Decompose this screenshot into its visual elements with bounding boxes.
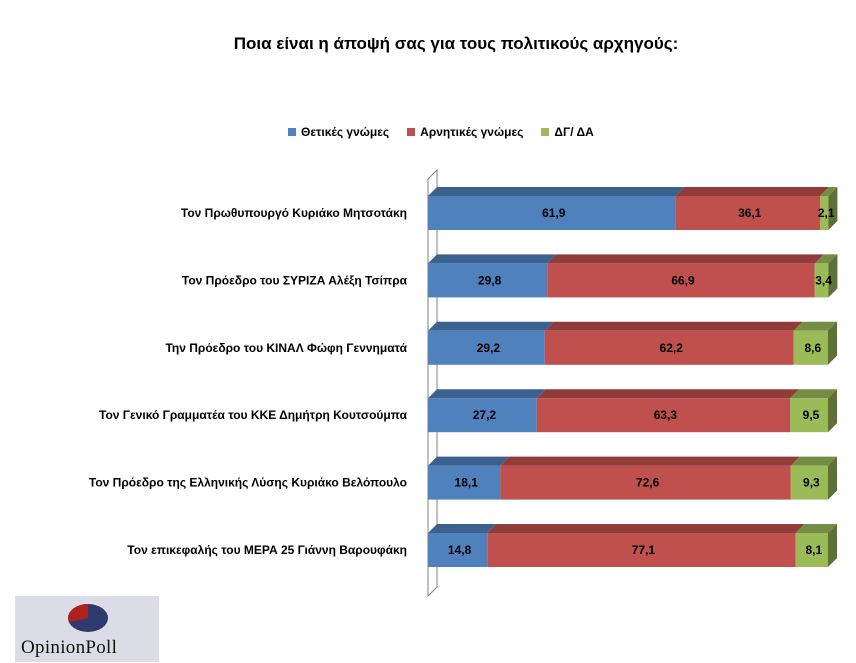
data-label: 8,6 — [804, 341, 821, 355]
bar-side — [828, 524, 837, 567]
bar-segment — [675, 196, 820, 230]
legend-swatch-negative — [407, 128, 416, 136]
bar-segment — [793, 330, 828, 365]
chart-title: Ποια είναι η άποψή σας για τους πολιτικο… — [233, 34, 679, 53]
bar-top — [790, 456, 837, 466]
bar-segment — [428, 398, 537, 433]
bar-top — [428, 321, 554, 331]
bar-top — [544, 321, 803, 331]
bar-top — [487, 524, 805, 533]
bar-segment — [500, 465, 791, 500]
legend-item-positive: Θετικές γνώμες — [288, 125, 389, 139]
bar-top — [793, 321, 837, 331]
bar-segment — [790, 398, 828, 433]
legend-item-dk-na: ΔΓ/ ΔΑ — [541, 125, 594, 139]
bar-top — [428, 524, 497, 533]
bar-segment — [820, 196, 829, 230]
bar-side — [828, 187, 838, 230]
legend-label-positive: Θετικές γνώμες — [301, 125, 390, 139]
legend: Θετικές γνώμες Αρνητικές γνώμες ΔΓ/ ΔΑ — [288, 124, 594, 140]
category-label: Τον Πρόεδρο της Ελληνικής Λύσης Κυριάκο … — [89, 476, 407, 490]
data-label: 63,3 — [654, 408, 678, 422]
data-label: 29,8 — [478, 273, 502, 287]
bar-side — [828, 321, 837, 365]
bar-segment — [428, 330, 545, 365]
bar-side — [828, 456, 837, 500]
bar-top — [428, 254, 557, 264]
bar-segment — [428, 533, 488, 567]
axis-wall — [427, 168, 438, 598]
bar-top — [428, 187, 685, 196]
category-label: Την Πρόεδρο του ΚΙΝΑΛ Φώφη Γεννηματά — [165, 341, 407, 355]
data-label: 2,1 — [818, 206, 835, 220]
data-label: 77,1 — [632, 543, 656, 557]
bar-segment — [795, 533, 828, 567]
bar-top — [547, 254, 824, 264]
opinionpoll-logo: OpinionPoll — [15, 596, 159, 662]
data-label: 29,2 — [477, 341, 501, 355]
bar-segment — [536, 398, 790, 433]
data-label: 18,1 — [455, 476, 479, 490]
bar-top — [795, 524, 837, 533]
bar-segment — [487, 533, 796, 567]
bar-side — [828, 254, 838, 298]
data-label: 36,1 — [738, 206, 762, 220]
bar-top — [500, 456, 800, 466]
data-label: 66,9 — [671, 273, 695, 287]
bar-top — [675, 187, 829, 196]
category-label: Τον Γενικό Γραμματέα του ΚΚΕ Δημήτρη Κου… — [99, 408, 408, 422]
bar-top — [428, 456, 510, 466]
data-label: 8,1 — [805, 543, 822, 557]
bar-top — [428, 389, 546, 399]
bar-segment — [547, 263, 815, 298]
bar-segment — [428, 196, 676, 230]
data-label: 72,6 — [636, 476, 660, 490]
data-label: 3,4 — [815, 273, 832, 287]
bar-segment — [428, 465, 501, 500]
bar-side — [828, 389, 837, 433]
bar-segment — [790, 465, 828, 500]
legend-label-dk-na: ΔΓ/ ΔΑ — [554, 125, 594, 139]
bar-segment — [814, 263, 829, 298]
bar-top — [536, 389, 799, 399]
logo-icon — [68, 604, 108, 632]
legend-swatch-dk-na — [541, 128, 550, 136]
data-label: 9,5 — [803, 408, 820, 422]
data-label: 62,2 — [660, 341, 684, 355]
category-label: Τον Πρωθυπουργό Κυριάκο Μητσοτάκη — [181, 206, 407, 220]
data-label: 27,2 — [473, 408, 497, 422]
bar-top — [814, 254, 838, 264]
category-label: Τον επικεφαλής του ΜΕΡΑ 25 Γιάννη Βαρουφ… — [127, 543, 407, 557]
data-label: 61,9 — [542, 206, 566, 220]
bar-top — [790, 389, 837, 399]
data-label: 9,3 — [803, 476, 820, 490]
legend-item-negative: Αρνητικές γνώμες — [407, 125, 523, 139]
logo-text: OpinionPoll — [21, 637, 118, 658]
bar-segment — [428, 263, 548, 298]
legend-swatch-positive — [288, 128, 296, 136]
data-label: 14,8 — [448, 543, 472, 557]
bar-segment — [544, 330, 794, 365]
bar-top — [820, 187, 838, 196]
category-label: Τον Πρόεδρο του ΣΥΡΙΖΑ Αλέξη Τσίπρα — [182, 273, 408, 287]
legend-label-negative: Αρνητικές γνώμες — [420, 125, 524, 139]
